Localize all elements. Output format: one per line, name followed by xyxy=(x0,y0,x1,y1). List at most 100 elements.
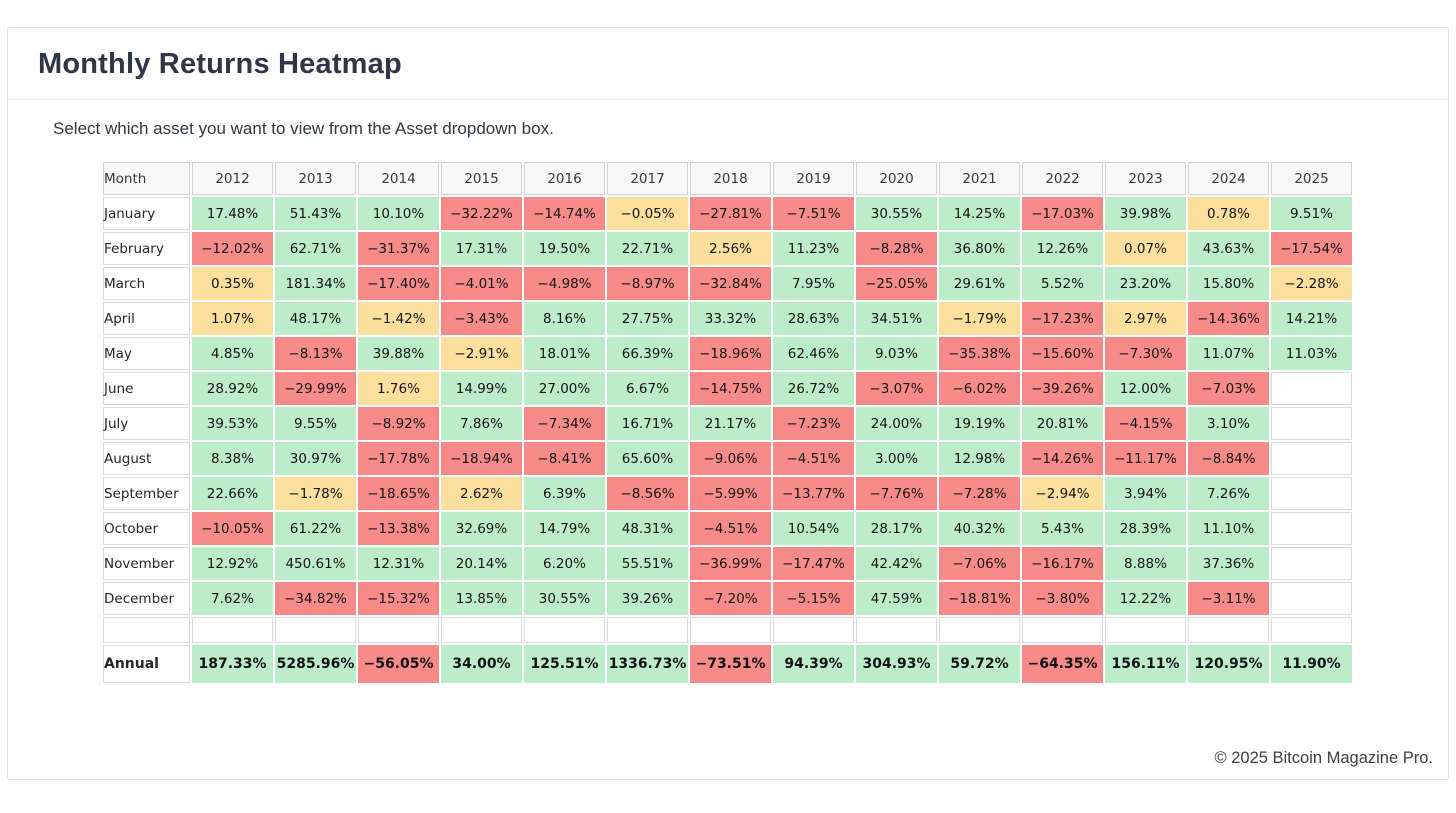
heatmap-cell xyxy=(690,617,771,643)
heatmap-cell: −25.05% xyxy=(856,267,937,300)
heatmap-cell xyxy=(275,617,356,643)
heatmap-cell: −3.07% xyxy=(856,372,937,405)
heatmap-cell: −4.15% xyxy=(1105,407,1186,440)
heatmap-cell: −7.23% xyxy=(773,407,854,440)
heatmap-cell: 12.98% xyxy=(939,442,1020,475)
heatmap-cell: −12.02% xyxy=(192,232,273,265)
heatmap-cell: 32.69% xyxy=(441,512,522,545)
heatmap-cell xyxy=(1271,372,1352,405)
heatmap-cell: −1.42% xyxy=(358,302,439,335)
heatmap-cell: 39.26% xyxy=(607,582,688,615)
heatmap-cell xyxy=(856,617,937,643)
heatmap-cell: −4.98% xyxy=(524,267,605,300)
heatmap-cell: −14.36% xyxy=(1188,302,1269,335)
heatmap-cell: 7.26% xyxy=(1188,477,1269,510)
heatmap-cell: −14.26% xyxy=(1022,442,1103,475)
heatmap-cell: 11.90% xyxy=(1271,645,1352,683)
heatmap-cell: 37.36% xyxy=(1188,547,1269,580)
heatmap-cell: 10.54% xyxy=(773,512,854,545)
heatmap-cell xyxy=(358,617,439,643)
heatmap-cell xyxy=(192,617,273,643)
heatmap-cell: −2.94% xyxy=(1022,477,1103,510)
row-label: August xyxy=(103,442,190,475)
heatmap-cell: −17.23% xyxy=(1022,302,1103,335)
heatmap-cell: 7.86% xyxy=(441,407,522,440)
heatmap-cell: −35.38% xyxy=(939,337,1020,370)
heatmap-cell: −18.81% xyxy=(939,582,1020,615)
copyright-text: © 2025 Bitcoin Magazine Pro. xyxy=(1214,749,1433,767)
heatmap-cell: −3.11% xyxy=(1188,582,1269,615)
heatmap-cell: 9.51% xyxy=(1271,197,1352,230)
heatmap-cell: 6.67% xyxy=(607,372,688,405)
heatmap-cell: 9.03% xyxy=(856,337,937,370)
heatmap-cell: −56.05% xyxy=(358,645,439,683)
heatmap-cell: 8.88% xyxy=(1105,547,1186,580)
heatmap-cell: 11.07% xyxy=(1188,337,1269,370)
monthly-returns-heatmap-table: Month 2012 2013 2014 2015 2016 2017 2018 2019 202… xyxy=(101,160,1354,685)
heatmap-cell: 28.63% xyxy=(773,302,854,335)
heatmap-cell: 120.95% xyxy=(1188,645,1269,683)
year-column-header: 2015 xyxy=(441,162,522,195)
heatmap-cell: 39.53% xyxy=(192,407,273,440)
heatmap-cell: −4.51% xyxy=(773,442,854,475)
heatmap-cell: −7.28% xyxy=(939,477,1020,510)
heatmap-cell: −32.84% xyxy=(690,267,771,300)
heatmap-cell: 62.71% xyxy=(275,232,356,265)
row-label: October xyxy=(103,512,190,545)
heatmap-cell: 5285.96% xyxy=(275,645,356,683)
row-label xyxy=(103,617,190,643)
heatmap-cell: 3.94% xyxy=(1105,477,1186,510)
heatmap-cell: 0.78% xyxy=(1188,197,1269,230)
heatmap-cell: 19.19% xyxy=(939,407,1020,440)
heatmap-cell: 28.39% xyxy=(1105,512,1186,545)
heatmap-cell xyxy=(1271,582,1352,615)
heatmap-cell: −1.79% xyxy=(939,302,1020,335)
header-row: Month 2012 2013 2014 2015 2016 2017 2018 2019 202… xyxy=(103,162,1352,195)
heatmap-cell: 28.92% xyxy=(192,372,273,405)
heatmap-cell: 18.01% xyxy=(524,337,605,370)
year-column-header: 2025 xyxy=(1271,162,1352,195)
table-row: May 4.85% −8.13% 39.88% −2.91% 18.01% 66.39% −1… xyxy=(103,337,1352,370)
heatmap-cell: 27.00% xyxy=(524,372,605,405)
heatmap-cell xyxy=(607,617,688,643)
heatmap-cell: 12.00% xyxy=(1105,372,1186,405)
heatmap-cell xyxy=(441,617,522,643)
heatmap-cell: −15.60% xyxy=(1022,337,1103,370)
heatmap-cell: −7.30% xyxy=(1105,337,1186,370)
heatmap-cell: −17.78% xyxy=(358,442,439,475)
year-column-header: 2013 xyxy=(275,162,356,195)
heatmap-cell: −14.75% xyxy=(690,372,771,405)
heatmap-cell: −6.02% xyxy=(939,372,1020,405)
heatmap-cell: 181.34% xyxy=(275,267,356,300)
heatmap-cell: −2.91% xyxy=(441,337,522,370)
heatmap-cell: 47.59% xyxy=(856,582,937,615)
heatmap-cell: −13.38% xyxy=(358,512,439,545)
heatmap-cell: −7.20% xyxy=(690,582,771,615)
year-column-header: 2019 xyxy=(773,162,854,195)
heatmap-cell xyxy=(1271,617,1352,643)
heatmap-cell: 3.10% xyxy=(1188,407,1269,440)
heatmap-cell: 61.22% xyxy=(275,512,356,545)
heatmap-cell: 10.10% xyxy=(358,197,439,230)
year-column-header: 2020 xyxy=(856,162,937,195)
table-row: September 22.66% −1.78% −18.65% 2.62% 6.39% −8… xyxy=(103,477,1352,510)
row-label: September xyxy=(103,477,190,510)
heatmap-cell: 24.00% xyxy=(856,407,937,440)
heatmap-card: Monthly Returns Heatmap Select which ass… xyxy=(7,27,1449,780)
table-row: November 12.92% 450.61% 12.31% 20.14% 6.20% 55… xyxy=(103,547,1352,580)
heatmap-cell: 59.72% xyxy=(939,645,1020,683)
heatmap-cell: −17.54% xyxy=(1271,232,1352,265)
heatmap-cell: 11.10% xyxy=(1188,512,1269,545)
heatmap-cell: 3.00% xyxy=(856,442,937,475)
heatmap-cell: 187.33% xyxy=(192,645,273,683)
row-label: March xyxy=(103,267,190,300)
heatmap-cell: 20.81% xyxy=(1022,407,1103,440)
heatmap-cell: 6.20% xyxy=(524,547,605,580)
row-label: Annual xyxy=(103,645,190,683)
table-row: December 7.62% −34.82% −15.32% 13.85% 30.55% 3… xyxy=(103,582,1352,615)
heatmap-cell: 8.38% xyxy=(192,442,273,475)
heatmap-cell: −7.06% xyxy=(939,547,1020,580)
heatmap-cell: 12.92% xyxy=(192,547,273,580)
heatmap-cell: 12.22% xyxy=(1105,582,1186,615)
heatmap-cell: 125.51% xyxy=(524,645,605,683)
